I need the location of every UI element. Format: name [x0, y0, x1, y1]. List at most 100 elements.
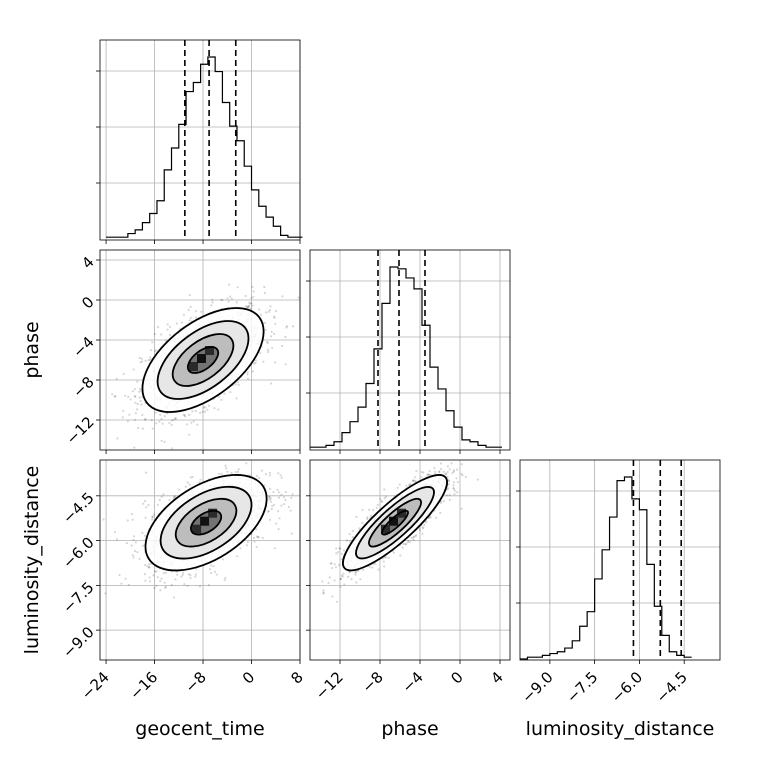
sample-point — [269, 487, 272, 490]
sample-point — [163, 415, 166, 418]
sample-point — [455, 468, 459, 471]
sample-point — [145, 506, 148, 509]
joint-panel-geocent-time-phase — [99, 249, 301, 451]
sample-point — [174, 495, 177, 498]
sample-point — [448, 468, 451, 471]
sample-point — [189, 316, 192, 319]
x-tick-label-luminosity-distance: −4.5 — [653, 668, 691, 706]
sample-point — [191, 410, 194, 413]
sample-point — [130, 544, 133, 547]
sample-point — [267, 510, 270, 513]
sample-point — [134, 395, 137, 398]
sample-point — [184, 485, 187, 488]
sample-point — [354, 573, 357, 576]
sample-point — [335, 600, 338, 603]
sample-point — [151, 427, 154, 430]
sample-point — [334, 566, 338, 569]
sample-point — [456, 491, 459, 494]
sample-point — [284, 490, 287, 494]
sample-point — [217, 408, 220, 411]
sample-point — [200, 310, 203, 313]
x-tick-label-luminosity-distance: −9.0 — [518, 668, 556, 706]
sample-point — [258, 308, 261, 311]
sample-point — [464, 475, 467, 478]
sample-point — [439, 462, 443, 465]
sample-point — [253, 540, 256, 543]
sample-point — [157, 326, 160, 329]
sample-point — [451, 472, 454, 475]
x-tick-label-geocent-time: −24 — [78, 668, 113, 703]
sample-point — [221, 558, 224, 561]
sample-point — [405, 484, 408, 487]
sample-point — [237, 468, 240, 471]
sample-point — [147, 563, 151, 566]
sample-point — [194, 409, 197, 413]
sample-point — [458, 454, 460, 456]
sample-point — [184, 415, 187, 418]
sample-point — [189, 574, 192, 577]
sample-point — [372, 508, 375, 512]
y-axis-label-luminosity-distance: luminosity_distance — [21, 466, 43, 655]
y-tick-label-luminosity-distance: −4.5 — [59, 489, 97, 527]
sample-point — [269, 305, 272, 308]
sample-point — [340, 558, 343, 561]
sample-point — [230, 456, 232, 458]
sample-point — [428, 470, 431, 473]
sample-point — [446, 476, 449, 479]
sample-point — [255, 545, 258, 549]
sample-point — [460, 472, 463, 475]
sample-point — [257, 536, 260, 539]
sample-point — [414, 480, 417, 483]
density-peak-bin — [389, 516, 398, 526]
sample-point — [152, 513, 156, 516]
sample-point — [188, 294, 191, 297]
sample-point — [102, 518, 105, 521]
sample-point — [122, 372, 125, 375]
sample-point — [182, 571, 185, 574]
sample-point — [452, 484, 455, 487]
sample-point — [266, 341, 269, 345]
sample-point — [268, 309, 271, 312]
sample-point — [138, 387, 141, 390]
sample-point — [290, 496, 293, 499]
contour-line — [342, 474, 448, 572]
sample-point — [244, 294, 247, 298]
sample-point — [161, 422, 164, 425]
sample-point — [250, 297, 253, 300]
sample-point — [265, 311, 268, 314]
sample-point — [267, 310, 270, 313]
x-tick-label-phase: 4 — [487, 668, 506, 687]
sample-point — [221, 298, 224, 302]
sample-point — [338, 547, 341, 550]
sample-point — [422, 471, 425, 474]
sample-point — [213, 407, 216, 410]
sample-point — [254, 361, 257, 364]
sample-point — [204, 406, 207, 409]
sample-point — [412, 538, 415, 542]
sample-point — [199, 411, 202, 415]
sample-point — [245, 544, 249, 547]
x-tick-label-geocent-time: −8 — [181, 668, 209, 696]
sample-point — [237, 383, 240, 386]
sample-point — [452, 481, 455, 484]
sample-point — [225, 467, 228, 470]
sample-point — [133, 395, 136, 398]
contour-line — [144, 474, 268, 572]
sample-point — [452, 486, 455, 490]
histogram-panel-phase — [309, 249, 511, 451]
sample-point — [410, 536, 413, 540]
sample-point — [408, 540, 411, 543]
sample-point — [188, 433, 191, 436]
sample-point — [330, 562, 333, 565]
sample-point — [247, 305, 250, 308]
contour-line — [174, 497, 238, 548]
sample-point — [411, 479, 415, 482]
sample-point — [368, 508, 371, 511]
sample-point — [160, 417, 163, 421]
sample-point — [246, 371, 249, 374]
sample-point — [401, 546, 404, 549]
sample-point — [229, 391, 232, 394]
sample-point — [143, 499, 147, 503]
sample-point — [247, 304, 250, 307]
sample-point — [276, 488, 279, 491]
